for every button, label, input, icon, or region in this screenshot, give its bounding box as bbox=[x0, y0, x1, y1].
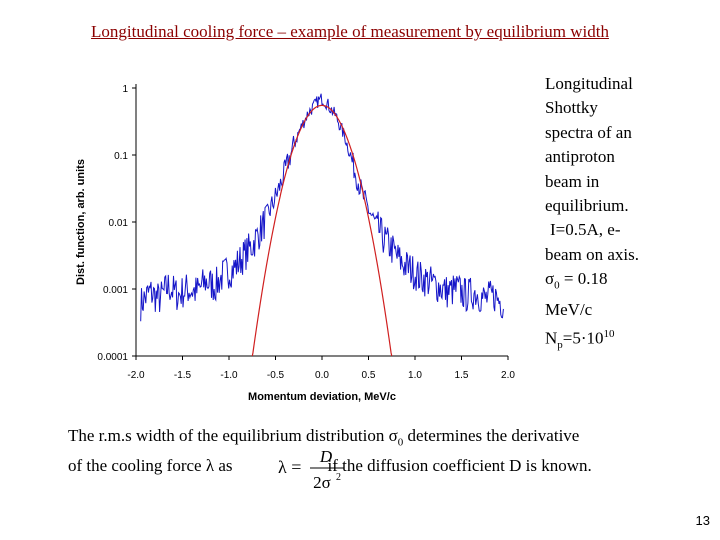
x-tick-label: 1.0 bbox=[408, 370, 422, 381]
x-tick-label: 1.5 bbox=[455, 370, 469, 381]
formula-lhs: λ = bbox=[278, 457, 301, 477]
chart-ticks: -2.0 -1.5 -1.0 -0.5 0.0 0.5 1.0 1.5 2.0 1 0.1 0.01 0… bbox=[97, 84, 515, 381]
formula-denominator: 2σ bbox=[313, 473, 331, 492]
y-tick-label: 0.01 bbox=[109, 218, 129, 229]
x-tick-label: -0.5 bbox=[267, 370, 285, 381]
sigma-symbol: σ bbox=[388, 426, 398, 445]
lambda-symbol: λ bbox=[205, 456, 215, 476]
formula-numerator: D bbox=[319, 447, 333, 466]
np-label: N bbox=[545, 329, 558, 349]
caption-line: equilibrium. bbox=[545, 196, 629, 216]
x-tick-label: -1.0 bbox=[220, 370, 238, 381]
caption-line: I=0.5A, e- bbox=[550, 220, 621, 240]
np-value: =5·10 bbox=[562, 329, 604, 349]
caption-line: beam on axis. bbox=[545, 244, 639, 264]
np-line: Np=5·1010 bbox=[545, 322, 670, 357]
sigma-unit: MeV/c bbox=[545, 300, 593, 320]
caption-line: antiproton bbox=[545, 147, 615, 167]
x-tick-label: 0.0 bbox=[315, 370, 329, 381]
bottom-line-2: of the cooling force λ as if the diffusio… bbox=[68, 454, 592, 478]
text: The r.m.s width of the equilibrium distr… bbox=[68, 426, 389, 445]
spectrum-chart: -2.0 -1.5 -1.0 -0.5 0.0 0.5 1.0 1.5 2.0 1 0.1 0.01 0… bbox=[75, 84, 515, 403]
np-subscript: p bbox=[557, 339, 563, 352]
gaussian-fit-line bbox=[251, 104, 393, 357]
chart-series bbox=[140, 93, 504, 357]
caption-line: spectra of an bbox=[545, 122, 632, 142]
y-tick-label: 0.0001 bbox=[97, 352, 128, 363]
caption-line: Longitudinal bbox=[545, 74, 633, 93]
text: determines the derivative bbox=[403, 426, 580, 445]
formula-exponent: 2 bbox=[336, 472, 341, 483]
x-tick-label: -1.5 bbox=[174, 370, 192, 381]
page-number: 13 bbox=[695, 513, 710, 528]
y-tick-label: 0.1 bbox=[114, 151, 128, 162]
x-tick-label: -2.0 bbox=[127, 370, 145, 381]
bottom-paragraph: The r.m.s width of the equilibrium distr… bbox=[68, 424, 592, 478]
sigma-line: σ0 = 0.18 bbox=[545, 267, 670, 298]
sigma-subscript: 0 bbox=[554, 279, 560, 292]
y-axis-label: Dist. function, arb. units bbox=[75, 159, 87, 285]
np-exponent: 10 bbox=[603, 328, 615, 341]
y-tick-label: 1 bbox=[122, 84, 128, 95]
caption-line: Shottky bbox=[545, 98, 598, 118]
text: if the diffusion coefficient D is known. bbox=[327, 456, 592, 476]
text: of the cooling force bbox=[68, 456, 206, 476]
text: as bbox=[214, 456, 233, 476]
y-tick-label: 0.001 bbox=[103, 285, 128, 296]
bottom-line-1: The r.m.s width of the equilibrium distr… bbox=[68, 424, 592, 454]
sigma-value: = 0.18 bbox=[559, 269, 608, 289]
caption-line: beam in bbox=[545, 171, 600, 191]
slide-title: Longitudinal cooling force – example of … bbox=[91, 22, 609, 41]
chart-axes bbox=[135, 84, 508, 357]
side-caption: Longitudinal Shottky spectra of an antip… bbox=[545, 72, 670, 358]
formula: λ = D 2σ 2 bbox=[278, 447, 344, 492]
sigma-subscript: 0 bbox=[397, 436, 404, 449]
x-tick-label: 0.5 bbox=[362, 370, 376, 381]
sigma-symbol: σ bbox=[545, 269, 555, 289]
x-tick-label: 2.0 bbox=[501, 370, 515, 381]
measured-spectrum-line bbox=[140, 93, 504, 322]
x-axis-label: Momentum deviation, MeV/c bbox=[248, 391, 396, 403]
